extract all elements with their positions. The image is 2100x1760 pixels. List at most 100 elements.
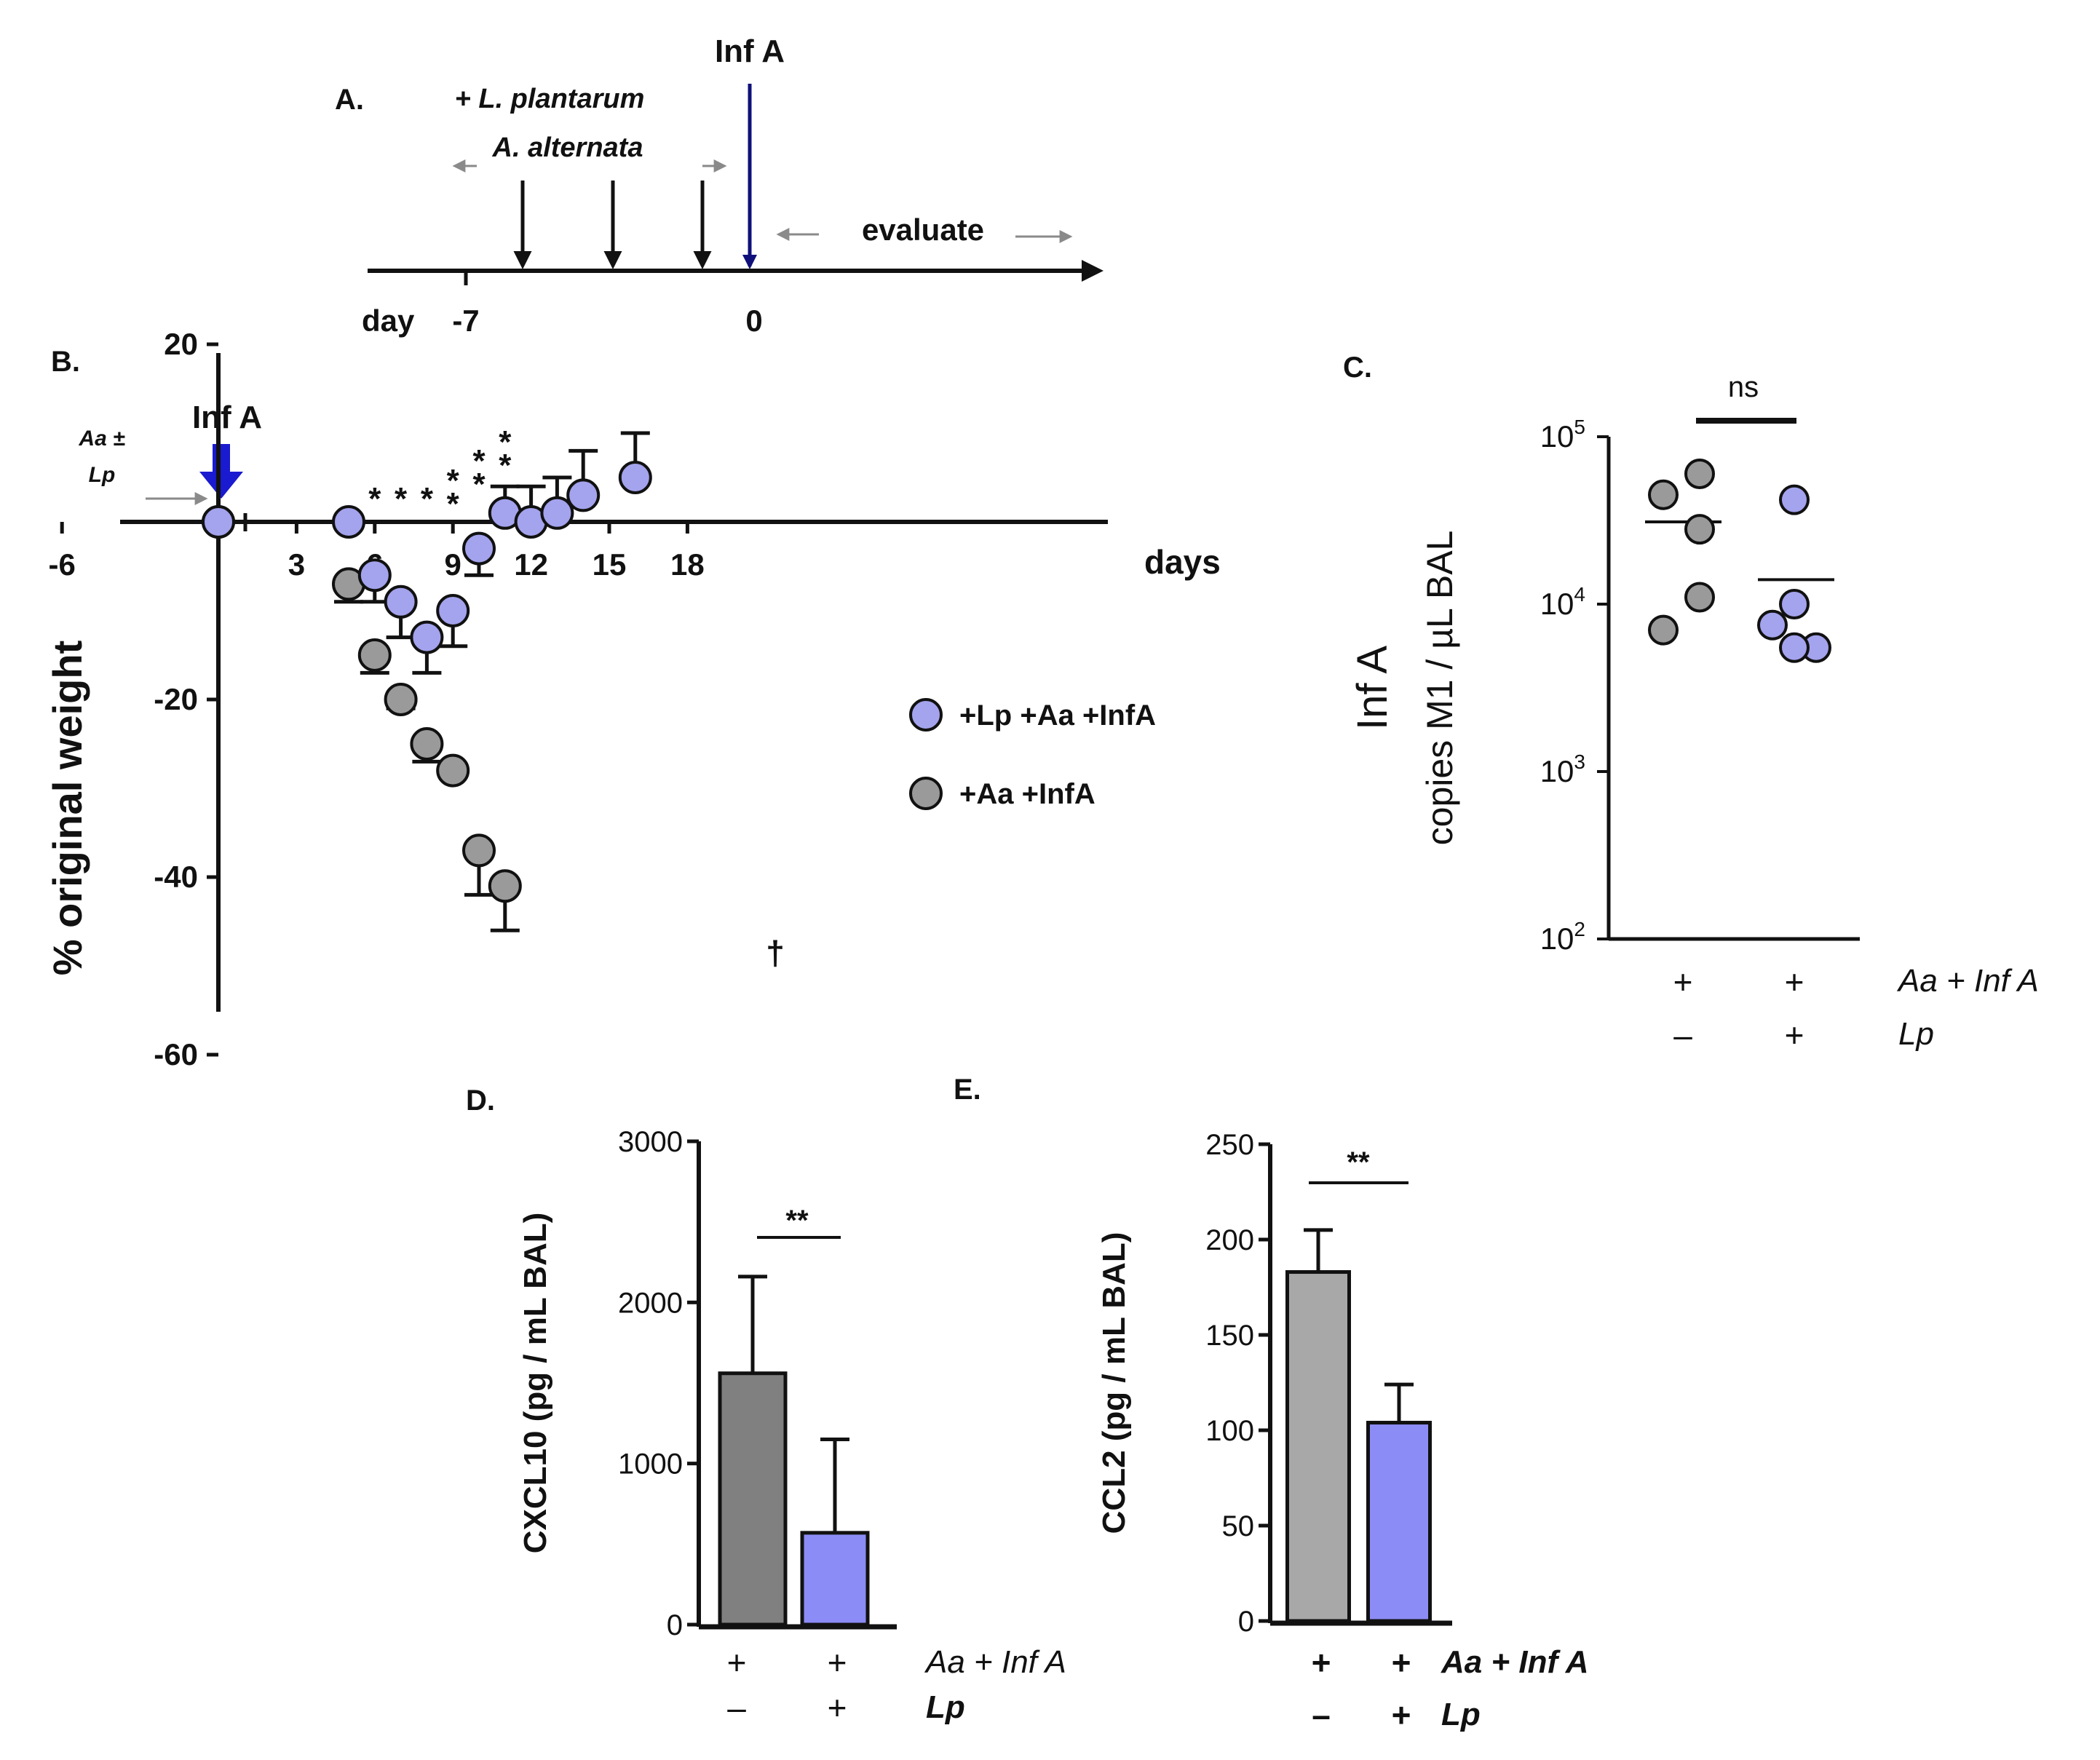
b-point (488, 869, 522, 903)
b-point (410, 727, 444, 761)
b-y-axis-title: % original weight (44, 641, 90, 975)
b-x-tick-label: 3 (288, 547, 305, 582)
c-point (1779, 484, 1810, 515)
b-series-marks: * * ******* (202, 424, 652, 932)
panel-a-label: A. (335, 84, 364, 116)
c-y-tick-exp: 3 (1574, 750, 1585, 773)
c-point (1648, 614, 1679, 646)
d-row1-label: Aa + Inf A (924, 1644, 1066, 1680)
c-y-tick-exp: 4 (1574, 583, 1585, 606)
e-y-tick-label: 150 (1205, 1320, 1254, 1352)
death-dagger: † (766, 934, 785, 972)
b-point (540, 496, 574, 530)
panel-a-timeline: A. Inf A + L. plantarum A. alternata eva… (335, 33, 1104, 338)
infection-arrow-shaft (213, 444, 230, 473)
b-significance: * (447, 486, 460, 522)
d-row2-col2: + (828, 1689, 847, 1727)
c-y-tick-label: 102 (1540, 918, 1585, 956)
e-y-tick-label: 0 (1238, 1606, 1254, 1638)
b-significance: * (368, 481, 381, 517)
e-row1-label: Aa + Inf A (1441, 1644, 1589, 1680)
d-y-axis-title: CXCL10 (pg / mL BAL) (518, 1213, 553, 1554)
c-ns-label: ns (1728, 371, 1759, 403)
e-y-tick-label: 50 (1222, 1510, 1255, 1542)
c-point (1779, 589, 1810, 619)
c-y-tick-label: 104 (1540, 583, 1585, 621)
c-row2-col1: – (1673, 1016, 1692, 1054)
c-point (1684, 582, 1715, 613)
b-y-tick-label: -60 (154, 1037, 198, 1071)
b-significance: * (499, 424, 512, 460)
e-sig-label: ** (1347, 1146, 1370, 1178)
c-row1-col2: + (1785, 963, 1804, 1001)
infection-arrow-head (199, 472, 243, 499)
timeline-tick-label-m7: -7 (452, 304, 479, 338)
c-point (1648, 479, 1679, 510)
b-point (384, 584, 418, 619)
c-y-tick-exp: 5 (1574, 416, 1585, 438)
treatment-lp-label: + L. plantarum (455, 84, 645, 114)
c-row2-label: Lp (1898, 1016, 1934, 1052)
panel-e-ccl2-chart: E. 0 50 100 150 200 250 CCL2 (pg / mL BAL) **… (954, 1074, 1589, 1734)
panel-c-label: C. (1343, 352, 1372, 384)
d-sig-label: ** (785, 1205, 809, 1237)
b-y-tick-label: -20 (154, 682, 198, 716)
d-row2-col1: – (727, 1689, 746, 1727)
c-y-tick-base: 10 (1540, 419, 1574, 453)
treatment-aa-label: A. alternata (492, 132, 643, 163)
c-point (1779, 632, 1810, 663)
e-row2-label: Lp (1441, 1697, 1481, 1732)
c-point (1684, 459, 1715, 490)
b-significance: * (472, 443, 486, 479)
d-bar (800, 1531, 870, 1627)
b-x-tick-label: 15 (593, 547, 627, 582)
b-point (436, 753, 470, 788)
d-bars (718, 1275, 870, 1627)
b-point (618, 461, 652, 494)
panel-e-label: E. (954, 1074, 981, 1106)
e-y-tick-label: 100 (1205, 1415, 1254, 1447)
d-y-tick-label: 1000 (618, 1448, 683, 1480)
d-y-tick-label: 3000 (618, 1126, 683, 1158)
e-y-axis-title: CCL2 (pg / mL BAL) (1096, 1232, 1132, 1534)
b-x-tick-label: -6 (49, 547, 76, 582)
c-y-tick-base: 10 (1540, 754, 1574, 788)
b-x-tick-label: 12 (514, 547, 548, 582)
legend-label-aa: +Aa +InfA (959, 778, 1095, 810)
panel-d-cxcl10-chart: D. 0 1000 2000 3000 CXCL10 (pg / mL BAL) **… (466, 1085, 1066, 1727)
c-point (1757, 609, 1788, 641)
e-y-tick-label: 250 (1205, 1129, 1254, 1161)
d-ticks: 0 1000 2000 3000 (618, 1126, 699, 1641)
timeline-day-label: day (362, 304, 415, 338)
evaluate-label: evaluate (862, 213, 984, 247)
e-row1-col2: + (1392, 1644, 1411, 1681)
e-row1-col1: + (1312, 1644, 1331, 1681)
legend-marker-aa (909, 777, 943, 810)
b-ticks: -636912151820-20-40-60 (49, 327, 705, 1071)
panel-b-side-label-2: Lp (89, 463, 116, 487)
b-point (202, 505, 235, 539)
panel-b-inf-label: Inf A (192, 400, 262, 435)
b-x-tick-label: 18 (670, 547, 705, 582)
panel-d-label: D. (466, 1085, 495, 1117)
d-bar (718, 1371, 788, 1627)
b-x-tick-label: 9 (445, 547, 461, 582)
b-significance: * (447, 463, 460, 499)
c-y-tick-label: 105 (1540, 416, 1585, 453)
b-y-tick-label: -40 (154, 860, 198, 894)
panel-b-side-label-1: Aa ± (78, 427, 125, 451)
e-row2-col1: – (1312, 1696, 1331, 1734)
b-point (357, 558, 392, 592)
b-point (462, 531, 496, 566)
timeline-tick-label-0: 0 (745, 304, 762, 338)
c-row1-label: Aa + Inf A (1896, 963, 2039, 999)
d-row2-label: Lp (926, 1689, 965, 1725)
c-y-axis-title-1: Inf A (1349, 646, 1396, 730)
c-points (1645, 459, 1834, 663)
legend-label-lp: +Lp +Aa +InfA (959, 699, 1156, 732)
b-significance: * (499, 448, 512, 483)
c-point (1684, 514, 1715, 545)
